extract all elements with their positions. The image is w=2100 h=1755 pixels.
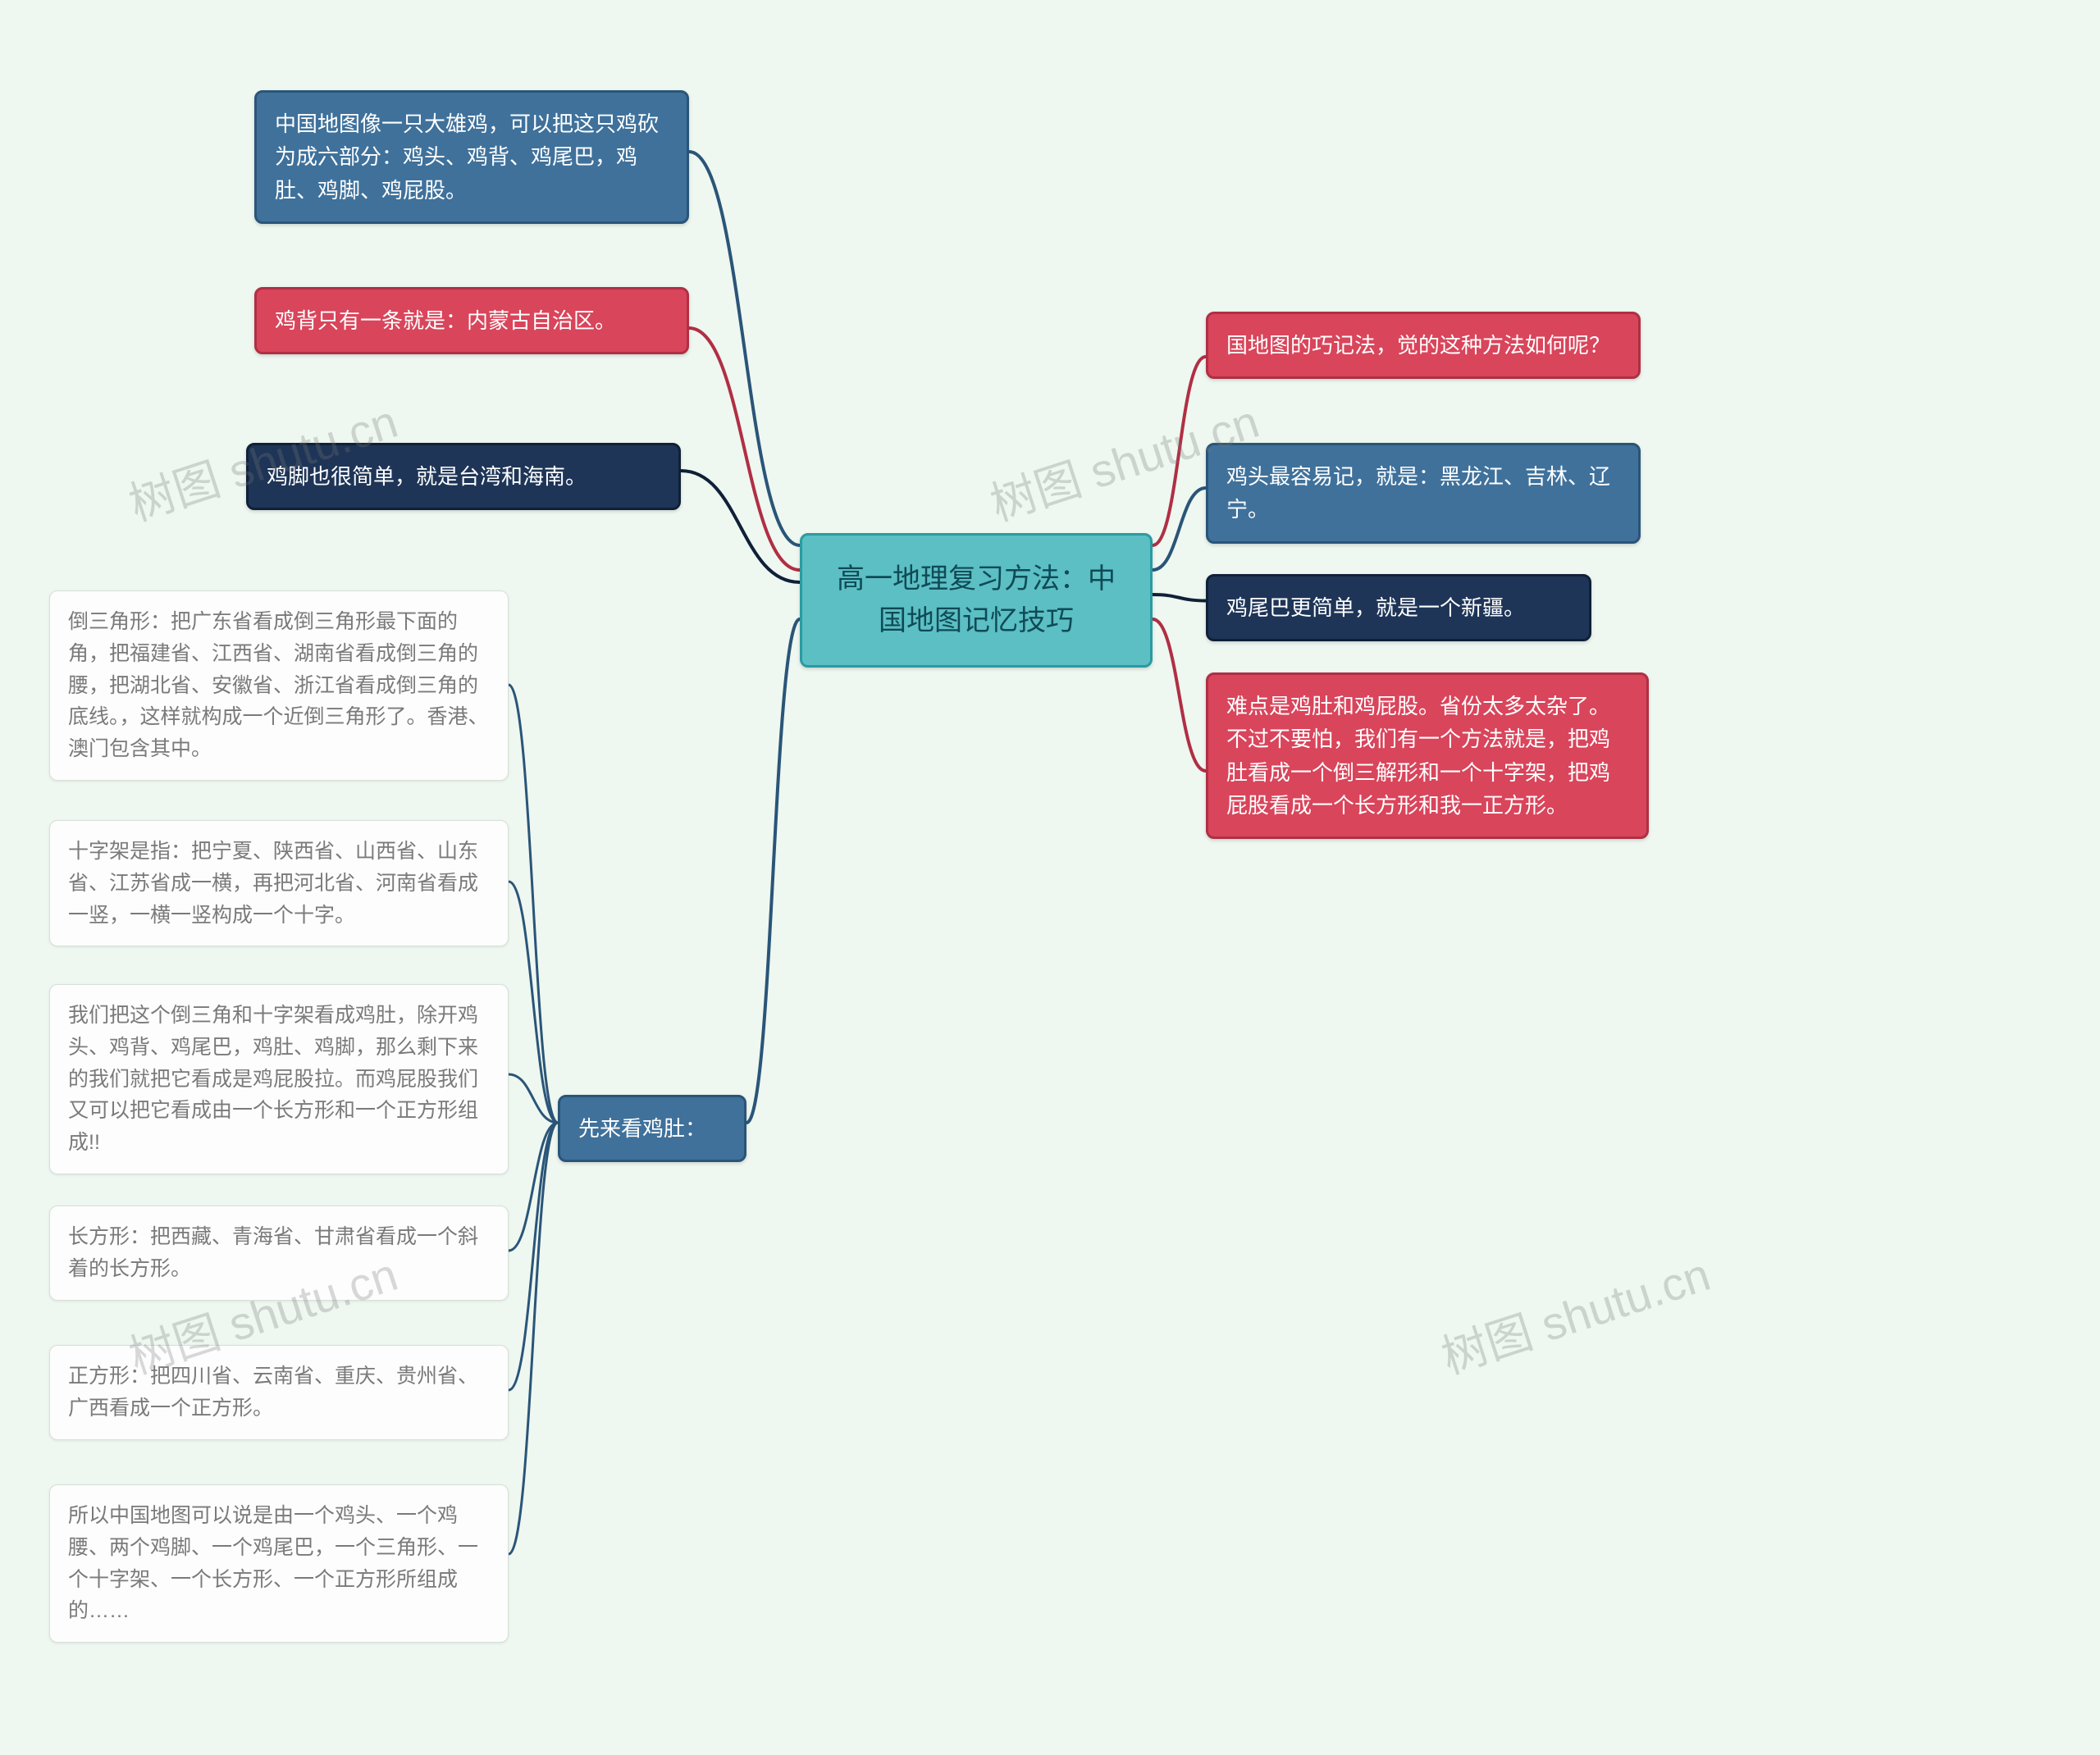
- leaf-conclusion: 所以中国地图可以说是由一个鸡头、一个鸡腰、两个鸡脚、一个鸡尾巴，一个三角形、一个…: [49, 1484, 509, 1643]
- leaf-belly-summary: 我们把这个倒三角和十字架看成鸡肚，除开鸡头、鸡背、鸡尾巴，鸡肚、鸡脚，那么剩下来…: [49, 984, 509, 1174]
- branch-chicken-back: 鸡背只有一条就是：内蒙古自治区。: [254, 287, 689, 354]
- leaf-inverted-triangle: 倒三角形：把广东省看成倒三角形最下面的角，把福建省、江西省、湖南省看成倒三角的腰…: [49, 590, 509, 781]
- branch-chicken-tail: 鸡尾巴更简单，就是一个新疆。: [1206, 574, 1591, 641]
- branch-rooster-overview: 中国地图像一只大雄鸡，可以把这只鸡砍为成六部分：鸡头、鸡背、鸡尾巴，鸡肚、鸡脚、…: [254, 90, 689, 224]
- center-topic: 高一地理复习方法：中国地图记忆技巧: [800, 533, 1153, 668]
- branch-chicken-feet: 鸡脚也很简单，就是台湾和海南。: [246, 443, 681, 510]
- branch-chicken-head: 鸡头最容易记，就是：黑龙江、吉林、辽宁。: [1206, 443, 1641, 544]
- leaf-cross: 十字架是指：把宁夏、陕西省、山西省、山东省、江苏省成一横，再把河北省、河南省看成…: [49, 820, 509, 946]
- leaf-rectangle: 长方形：把西藏、青海省、甘肃省看成一个斜着的长方形。: [49, 1206, 509, 1301]
- branch-difficulty: 难点是鸡肚和鸡屁股。省份太多太杂了。不过不要怕，我们有一个方法就是，把鸡肚看成一…: [1206, 672, 1649, 839]
- watermark: 树图 shutu.cn: [1432, 1238, 1718, 1388]
- branch-chicken-belly: 先来看鸡肚：: [558, 1095, 746, 1162]
- leaf-square: 正方形：把四川省、云南省、重庆、贵州省、广西看成一个正方形。: [49, 1345, 509, 1440]
- branch-method-question: 国地图的巧记法，觉的这种方法如何呢？: [1206, 312, 1641, 379]
